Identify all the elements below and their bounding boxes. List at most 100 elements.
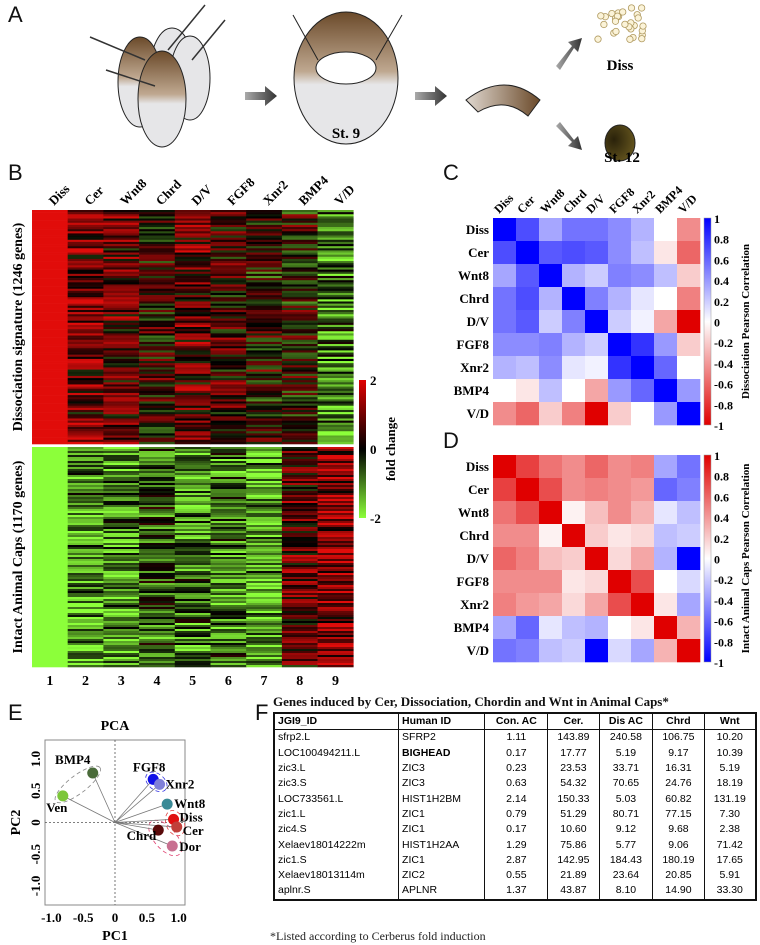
heatmap-cell (32, 523, 68, 526)
heatmap-cell (317, 529, 354, 532)
heatmap-cell (246, 371, 283, 375)
heatmap-cell (174, 316, 211, 319)
heatmap-cell (174, 397, 211, 400)
heatmap-cell (103, 631, 140, 634)
correlation-cell (562, 478, 586, 502)
heatmap-cell (246, 397, 283, 400)
heatmap-cell (139, 449, 176, 452)
heatmap-cell (32, 579, 68, 582)
table-cell: 240.58 (598, 729, 653, 746)
heatmap-cell (210, 324, 247, 328)
heatmap-cell (103, 346, 140, 349)
heatmap-cell (174, 611, 211, 614)
heatmap-cell (281, 639, 318, 642)
panel-letter-e: E (8, 700, 23, 725)
heatmap-cell (317, 477, 354, 480)
heatmap-cell (67, 329, 104, 332)
heatmap-cell (103, 633, 140, 636)
heatmap-cell (281, 457, 318, 460)
heatmap-cell (317, 269, 354, 272)
heatmap-cell (246, 424, 283, 428)
table-cell: sfrp2.L (278, 731, 311, 744)
heatmap-cell (246, 412, 283, 415)
panel-letter-b: B (8, 160, 23, 185)
heatmap-cell (174, 356, 211, 360)
correlation-cell (562, 287, 586, 311)
heatmap-cell (317, 449, 354, 452)
heatmap-cell (317, 643, 354, 646)
heatmap-cell (139, 467, 176, 470)
heatmap-cell (317, 314, 354, 317)
heatmap-cell (210, 295, 247, 298)
heatmap-cell (317, 220, 354, 224)
heatmap-cell (246, 233, 283, 236)
heatmap-cell (139, 358, 176, 362)
heatmap-cell (103, 587, 140, 590)
heatmap-cell (246, 256, 283, 260)
heatmap-cell (317, 611, 354, 614)
heatmap-cell (281, 581, 318, 584)
heatmap-cell (139, 555, 176, 558)
heatmap-cell (210, 271, 247, 275)
heatmap-cell (210, 309, 247, 313)
heatmap-cell (67, 577, 104, 580)
heatmap-cell (281, 507, 318, 510)
heatmap-cell (246, 263, 283, 266)
heatmap-cell (67, 485, 104, 488)
heatmap-cell (32, 561, 68, 564)
heatmap-cell (210, 382, 247, 385)
heatmap-cell (281, 407, 318, 411)
row-label: Xnr2 (460, 360, 489, 375)
heatmap-cell (210, 593, 247, 596)
correlation-cell (539, 524, 563, 548)
heatmap-cell (139, 252, 176, 255)
heatmap-cell (67, 483, 104, 486)
correlation-cell (516, 264, 540, 288)
correlation-cell (631, 402, 655, 426)
heatmap-cell (210, 267, 247, 270)
heatmap-cell (281, 561, 318, 564)
heatmap-cell (281, 339, 318, 343)
heatmap-cell (246, 585, 283, 588)
heatmap-cell (246, 435, 283, 438)
heatmap-cell (174, 320, 211, 324)
heatmap-cell (32, 485, 68, 488)
heatmap-cell (32, 597, 68, 600)
heatmap-cell (32, 631, 68, 634)
heatmap-cell (174, 649, 211, 652)
heatmap-cell (174, 314, 211, 317)
heatmap-cell (281, 665, 318, 668)
heatmap-cell (103, 563, 140, 566)
heatmap-cell (246, 535, 283, 538)
heatmap-cell (67, 571, 104, 574)
panel-a-schematic: St. 9 Diss (89, 4, 647, 162)
heatmap-cell (67, 309, 104, 313)
heatmap-cell (317, 447, 354, 450)
heatmap-cell (246, 299, 283, 302)
heatmap-cell (32, 507, 68, 510)
heatmap-cell (210, 575, 247, 578)
heatmap-cell (32, 649, 68, 652)
row-label: Wnt8 (458, 268, 490, 283)
heatmap-cell (210, 292, 247, 296)
heatmap-cell (67, 299, 104, 302)
heatmap-cell (32, 356, 68, 360)
correlation-cell (654, 310, 678, 334)
heatmap-cell (103, 258, 140, 262)
heatmap-cell (281, 305, 318, 309)
heatmap-cell (210, 591, 247, 594)
correlation-cell (539, 287, 563, 311)
heatmap-cell (317, 327, 354, 330)
heatmap-cell (281, 284, 318, 287)
data-point (57, 790, 69, 802)
heatmap-cell (103, 352, 140, 355)
heatmap-cell (317, 565, 354, 568)
heatmap-cell (246, 645, 283, 648)
heatmap-cell (103, 637, 140, 640)
heatmap-cell (317, 527, 354, 530)
heatmap-cell (103, 465, 140, 468)
heatmap-cell (246, 505, 283, 508)
heatmap-cell (32, 571, 68, 574)
heatmap-cell (32, 233, 68, 236)
heatmap-cell (281, 267, 318, 270)
